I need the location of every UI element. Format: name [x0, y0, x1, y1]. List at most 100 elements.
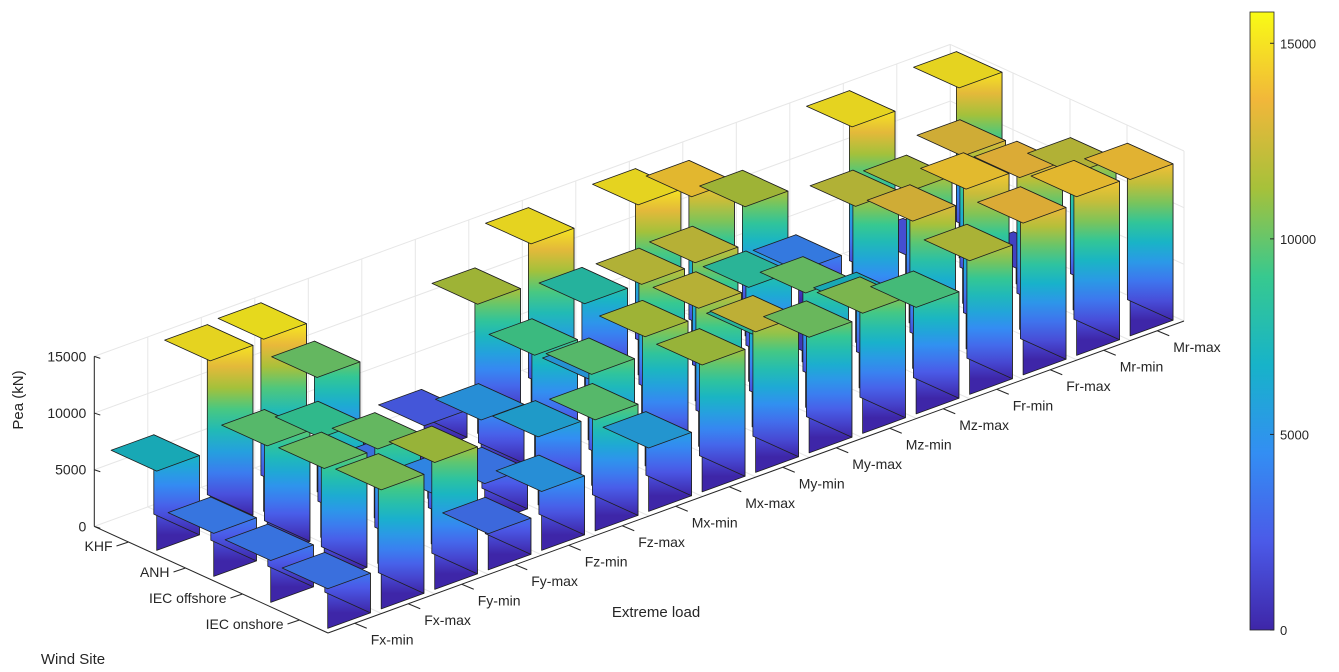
- site-tick-label: IEC onshore: [206, 616, 284, 632]
- bar-top-face: [913, 51, 1003, 89]
- bar-top-face: [923, 223, 1013, 262]
- colorbar-gradient: [1249, 11, 1275, 631]
- tick-labels: 0 5000 10000 15000 Fx-min Fx-max Fy-min Fy-max F…: [47, 339, 1220, 648]
- load-tick: [1050, 369, 1063, 376]
- z-axis-label: Wind Site: [41, 651, 105, 668]
- site-tick-label: IEC offshore: [149, 590, 227, 606]
- load-tick: [515, 564, 528, 571]
- bar-top-face: [752, 234, 842, 272]
- load-tick-label: Mr-max: [1173, 339, 1220, 355]
- colorbar-tick-label: 0: [1280, 623, 1287, 638]
- bar-top-face: [973, 140, 1063, 179]
- load-axis-line: [327, 320, 1185, 634]
- load-tick-label: Mx-min: [692, 514, 738, 530]
- bar: [816, 276, 906, 434]
- load-tick: [996, 388, 1009, 395]
- load-tick: [836, 447, 849, 454]
- bar-top-face: [388, 425, 478, 463]
- bar-top-face: [866, 184, 956, 222]
- bar-top-face: [431, 267, 521, 305]
- site-tick: [287, 619, 300, 625]
- load-tick: [943, 408, 956, 415]
- bar-top-face: [595, 247, 685, 285]
- bar-top-face: [870, 270, 960, 308]
- bar-top-face: [977, 186, 1067, 224]
- bar-top-face: [602, 411, 692, 449]
- bar-top-face: [167, 496, 257, 534]
- bar-top-face: [763, 300, 853, 338]
- bar: [281, 552, 371, 629]
- load-tick-label: Mx-max: [745, 495, 795, 511]
- site-tick: [116, 541, 129, 547]
- load-tick-label: Mr-min: [1120, 358, 1164, 374]
- bar: [709, 295, 799, 473]
- bar-top-face: [549, 383, 639, 421]
- grid-line: [950, 43, 1185, 152]
- load-tick: [675, 505, 688, 512]
- bar-top-face: [164, 324, 254, 362]
- bar-top-face: [221, 409, 311, 447]
- load-tick: [782, 466, 795, 473]
- load-tick: [1103, 349, 1116, 356]
- bar-top-face: [110, 434, 200, 472]
- bar-top-face: [378, 388, 468, 427]
- bar-top-face: [271, 340, 361, 378]
- bar: [1030, 159, 1120, 356]
- bar-top-face: [442, 496, 532, 535]
- value-tick: [94, 525, 101, 529]
- value-tick: [94, 412, 101, 416]
- load-tick-label: My-max: [852, 456, 902, 472]
- colorbar-tick-label: 5000: [1280, 427, 1309, 442]
- colorbar-tick-label: 10000: [1280, 232, 1316, 247]
- site-tick: [173, 567, 186, 573]
- load-tick: [622, 525, 635, 532]
- site-tick-label: KHF: [85, 538, 113, 554]
- site-tick: [230, 593, 243, 599]
- bar: [495, 454, 585, 551]
- bar-top-face: [916, 119, 1006, 157]
- bar: [164, 324, 254, 532]
- value-tick-label: 5000: [55, 462, 86, 478]
- site-axis-line: [94, 525, 329, 634]
- bar: [110, 434, 200, 551]
- bar-top-face: [545, 337, 635, 375]
- y-axis-label: Pea (kN): [10, 370, 27, 429]
- bars: [110, 51, 1174, 629]
- bar: [1084, 142, 1174, 337]
- load-tick-label: My-min: [799, 475, 845, 491]
- bar-top-face: [495, 454, 585, 492]
- bar-top-face: [699, 169, 789, 208]
- bar: [763, 300, 853, 454]
- load-tick-label: Fz-min: [585, 553, 628, 569]
- load-tick-label: Mz-max: [959, 417, 1009, 433]
- bar: [335, 453, 425, 610]
- bar-top-face: [816, 276, 906, 314]
- bar-top-face: [224, 523, 314, 561]
- bar-top-face: [649, 225, 739, 264]
- bar: [602, 411, 692, 512]
- load-tick: [1157, 330, 1170, 337]
- bar-top-face: [1084, 142, 1174, 180]
- load-tick: [354, 622, 367, 629]
- load-tick-label: Fx-max: [424, 612, 471, 628]
- load-tick-label: Fy-min: [478, 592, 521, 608]
- bar: [923, 223, 1013, 395]
- value-tick-label: 0: [79, 518, 87, 534]
- load-tick: [408, 603, 421, 610]
- load-tick-label: Fz-max: [638, 534, 685, 550]
- bar: [656, 328, 746, 493]
- axes: [93, 320, 1185, 634]
- value-tick: [94, 469, 101, 473]
- value-tick-label: 15000: [47, 348, 86, 364]
- bar: [442, 496, 532, 571]
- load-tick: [461, 583, 474, 590]
- x-axis-label: Extreme load: [612, 604, 700, 621]
- bar-top-face: [1030, 159, 1120, 198]
- load-tick: [568, 544, 581, 551]
- bar-top-face: [806, 90, 896, 128]
- bar-top-face: [656, 328, 746, 366]
- bar-top-face: [538, 266, 628, 305]
- bar: [431, 267, 521, 434]
- bar-top-face: [652, 271, 742, 309]
